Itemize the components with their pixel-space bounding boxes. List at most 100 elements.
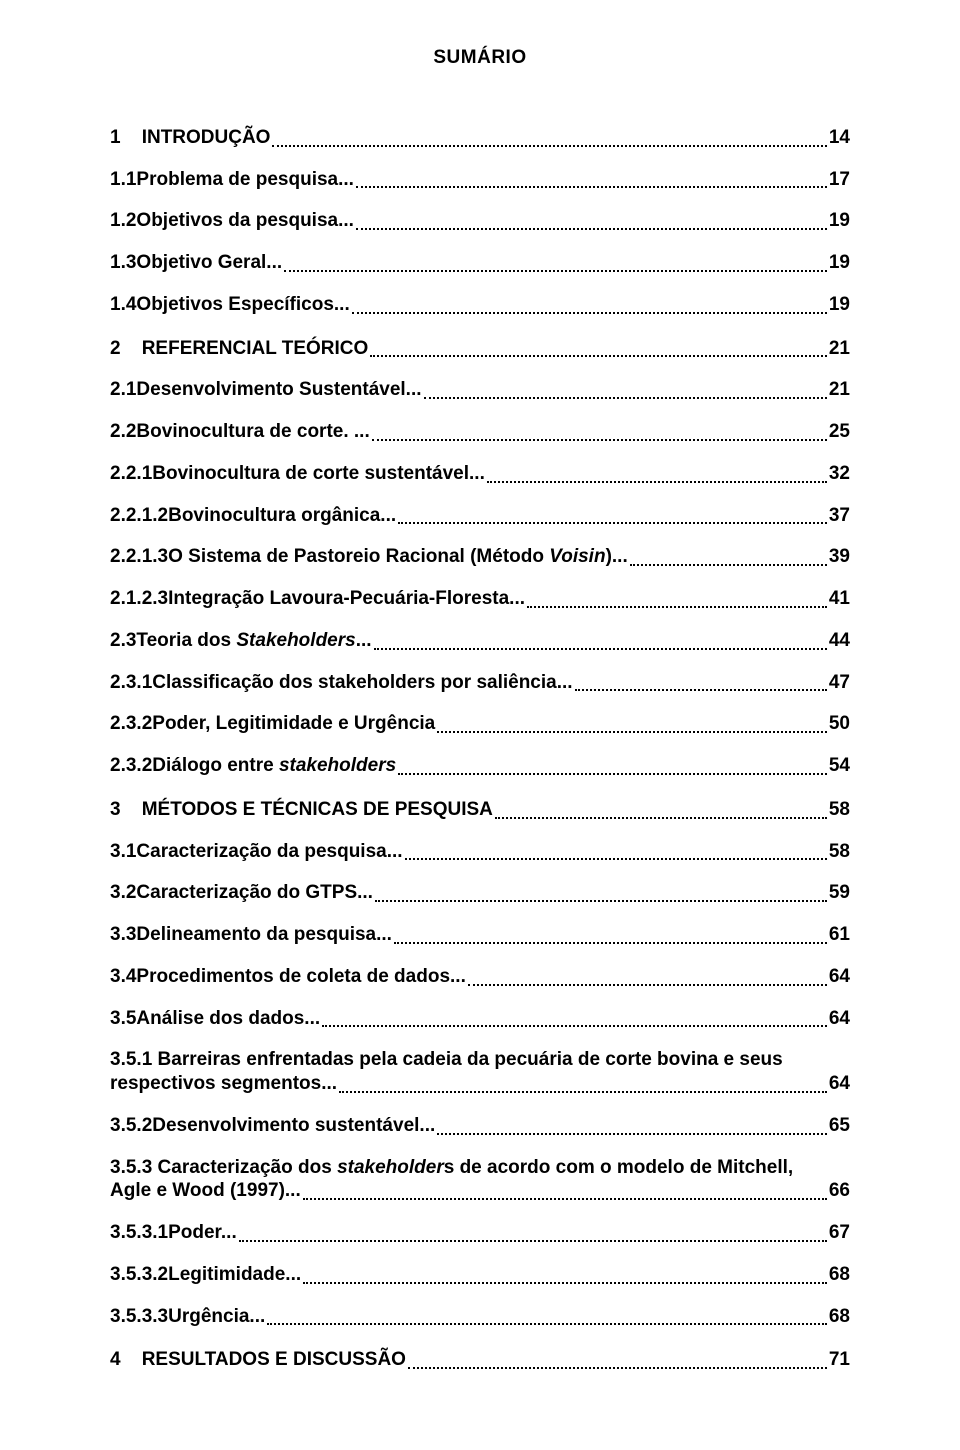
toc-entry: 3.5.1 Barreiras enfrentadas pela cadeia … — [110, 1048, 850, 1096]
toc-entry: 3 MÉTODOS E TÉCNICAS DE PESQUISA 58 — [110, 798, 850, 822]
toc-number: 1.3 — [110, 251, 136, 275]
toc-leader-dots — [303, 1271, 827, 1283]
toc-leader-dots — [322, 1015, 827, 1027]
toc-page-number: 39 — [829, 545, 850, 569]
toc-title: Bovinocultura orgânica... — [168, 504, 396, 528]
toc-entry: 3.4 Procedimentos de coleta de dados... … — [110, 965, 850, 989]
toc-entry: 2.1.2.3 Integração Lavoura-Pecuária-Flor… — [110, 587, 850, 611]
toc-title: Teoria dos Stakeholders... — [136, 629, 371, 653]
toc-leader-dots — [437, 1122, 827, 1134]
toc-leader-dots — [630, 554, 827, 566]
toc-leader-dots — [356, 176, 827, 188]
toc-number: 2.2.1 — [110, 462, 152, 486]
toc-number: 3 — [110, 798, 142, 822]
toc-leader-dots — [408, 1357, 827, 1369]
toc-title: Análise dos dados... — [136, 1007, 320, 1031]
toc-page-number: 68 — [829, 1305, 850, 1329]
toc-page-number: 65 — [829, 1114, 850, 1138]
toc-page-number: 58 — [829, 840, 850, 864]
toc-number: 2.3 — [110, 629, 136, 653]
toc-leader-dots — [284, 259, 827, 271]
toc-title: INTRODUÇÃO — [142, 126, 271, 150]
toc-number: 2.1.2.3 — [110, 587, 168, 611]
toc-number: 2 — [110, 337, 142, 361]
toc-leader-dots — [398, 762, 827, 774]
toc-title: Objetivos Específicos... — [136, 293, 349, 317]
toc-page-number: 71 — [829, 1348, 850, 1372]
toc-number: 2.1 — [110, 378, 136, 402]
toc-entry: 3.5.3 Caracterização dos stakeholders de… — [110, 1156, 850, 1204]
toc-entry: 2.3 Teoria dos Stakeholders... 44 — [110, 629, 850, 653]
toc-entry: 3.5.3.3Urgência...68 — [110, 1305, 850, 1329]
toc-page-number: 54 — [829, 754, 850, 778]
toc-title: Bovinocultura de corte sustentável... — [152, 462, 485, 486]
toc-entry: 2.2.1.2 Bovinocultura orgânica... 37 — [110, 504, 850, 528]
toc-title-line2: Agle e Wood (1997)... 66 — [110, 1179, 850, 1203]
toc-page-number: 17 — [829, 168, 850, 192]
toc-page-number: 19 — [829, 293, 850, 317]
toc-title: respectivos segmentos... — [110, 1072, 337, 1096]
toc-page-number: 66 — [829, 1179, 850, 1203]
toc-leader-dots — [487, 470, 827, 482]
toc-leader-dots — [394, 931, 827, 943]
toc-page-number: 25 — [829, 420, 850, 444]
toc-page-number: 64 — [829, 1072, 850, 1096]
toc-leader-dots — [398, 512, 827, 524]
toc-number: 3.4 — [110, 965, 136, 989]
toc-title: O Sistema de Pastoreio Racional (Método … — [168, 545, 628, 569]
toc-number: 1 — [110, 126, 142, 150]
toc-number: 1.2 — [110, 209, 136, 233]
toc-title: Problema de pesquisa... — [136, 168, 354, 192]
toc-title: RESULTADOS E DISCUSSÃO — [142, 1348, 406, 1372]
toc-leader-dots — [356, 218, 827, 230]
toc-page-number: 44 — [829, 629, 850, 653]
toc-number: 2.3.1 — [110, 671, 152, 695]
toc-title-line2: respectivos segmentos... 64 — [110, 1072, 850, 1096]
toc-title: MÉTODOS E TÉCNICAS DE PESQUISA — [142, 798, 493, 822]
toc-title: Caracterização do GTPS... — [136, 881, 373, 905]
toc-page-number: 32 — [829, 462, 850, 486]
toc-page-number: 59 — [829, 881, 850, 905]
toc-leader-dots — [375, 890, 827, 902]
toc-title: Agle e Wood (1997)... — [110, 1179, 301, 1203]
toc-page-number: 47 — [829, 671, 850, 695]
toc-leader-dots — [374, 637, 827, 649]
toc-title: Classificação dos stakeholders por saliê… — [152, 671, 572, 695]
toc-title: Objetivo Geral... — [136, 251, 282, 275]
toc-page-number: 64 — [829, 1007, 850, 1031]
toc-entry: 2.2 Bovinocultura de corte. ...25 — [110, 420, 850, 444]
toc-number: 3.5.3.2 — [110, 1263, 168, 1287]
toc-page-number: 21 — [829, 337, 850, 361]
toc-page-number: 50 — [829, 712, 850, 736]
toc-page-number: 37 — [829, 504, 850, 528]
toc-number: 1.4 — [110, 293, 136, 317]
toc-title-line1: 3.5.3 Caracterização dos stakeholders de… — [110, 1156, 850, 1180]
toc-page-number: 68 — [829, 1263, 850, 1287]
toc-page: SUMÁRIO 1 INTRODUÇÃO141.1 Problema de pe… — [0, 0, 960, 1450]
page-title: SUMÁRIO — [110, 46, 850, 70]
toc-number: 4 — [110, 1348, 142, 1372]
toc-number: 3.5 — [110, 1007, 136, 1031]
toc-title: Integração Lavoura-Pecuária-Floresta... — [168, 587, 525, 611]
toc-entry: 1.3 Objetivo Geral...19 — [110, 251, 850, 275]
toc-title: Poder... — [168, 1221, 237, 1245]
toc-title: Desenvolvimento Sustentável... — [136, 378, 421, 402]
toc-entry: 3.5.3.1 Poder... 67 — [110, 1221, 850, 1245]
toc-page-number: 58 — [829, 798, 850, 822]
toc-number: 3.3 — [110, 923, 136, 947]
toc-leader-dots — [339, 1080, 827, 1092]
toc-title: Delineamento da pesquisa... — [136, 923, 392, 947]
toc-entry: 2.3.2 Poder, Legitimidade e Urgência50 — [110, 712, 850, 736]
toc-title: Legitimidade... — [168, 1263, 301, 1287]
toc-entry: 4 RESULTADOS E DISCUSSÃO 71 — [110, 1348, 850, 1372]
toc-title: Diálogo entre stakeholders — [152, 754, 396, 778]
toc-leader-dots — [370, 345, 827, 357]
toc-number: 3.5.2 — [110, 1114, 152, 1138]
toc-page-number: 19 — [829, 209, 850, 233]
toc-number: 2.2.1.3 — [110, 545, 168, 569]
toc-number: 1.1 — [110, 168, 136, 192]
toc-number: 3.2 — [110, 881, 136, 905]
toc-entry: 1.1 Problema de pesquisa... 17 — [110, 168, 850, 192]
toc-leader-dots — [575, 679, 827, 691]
toc-entry: 3.3 Delineamento da pesquisa... 61 — [110, 923, 850, 947]
